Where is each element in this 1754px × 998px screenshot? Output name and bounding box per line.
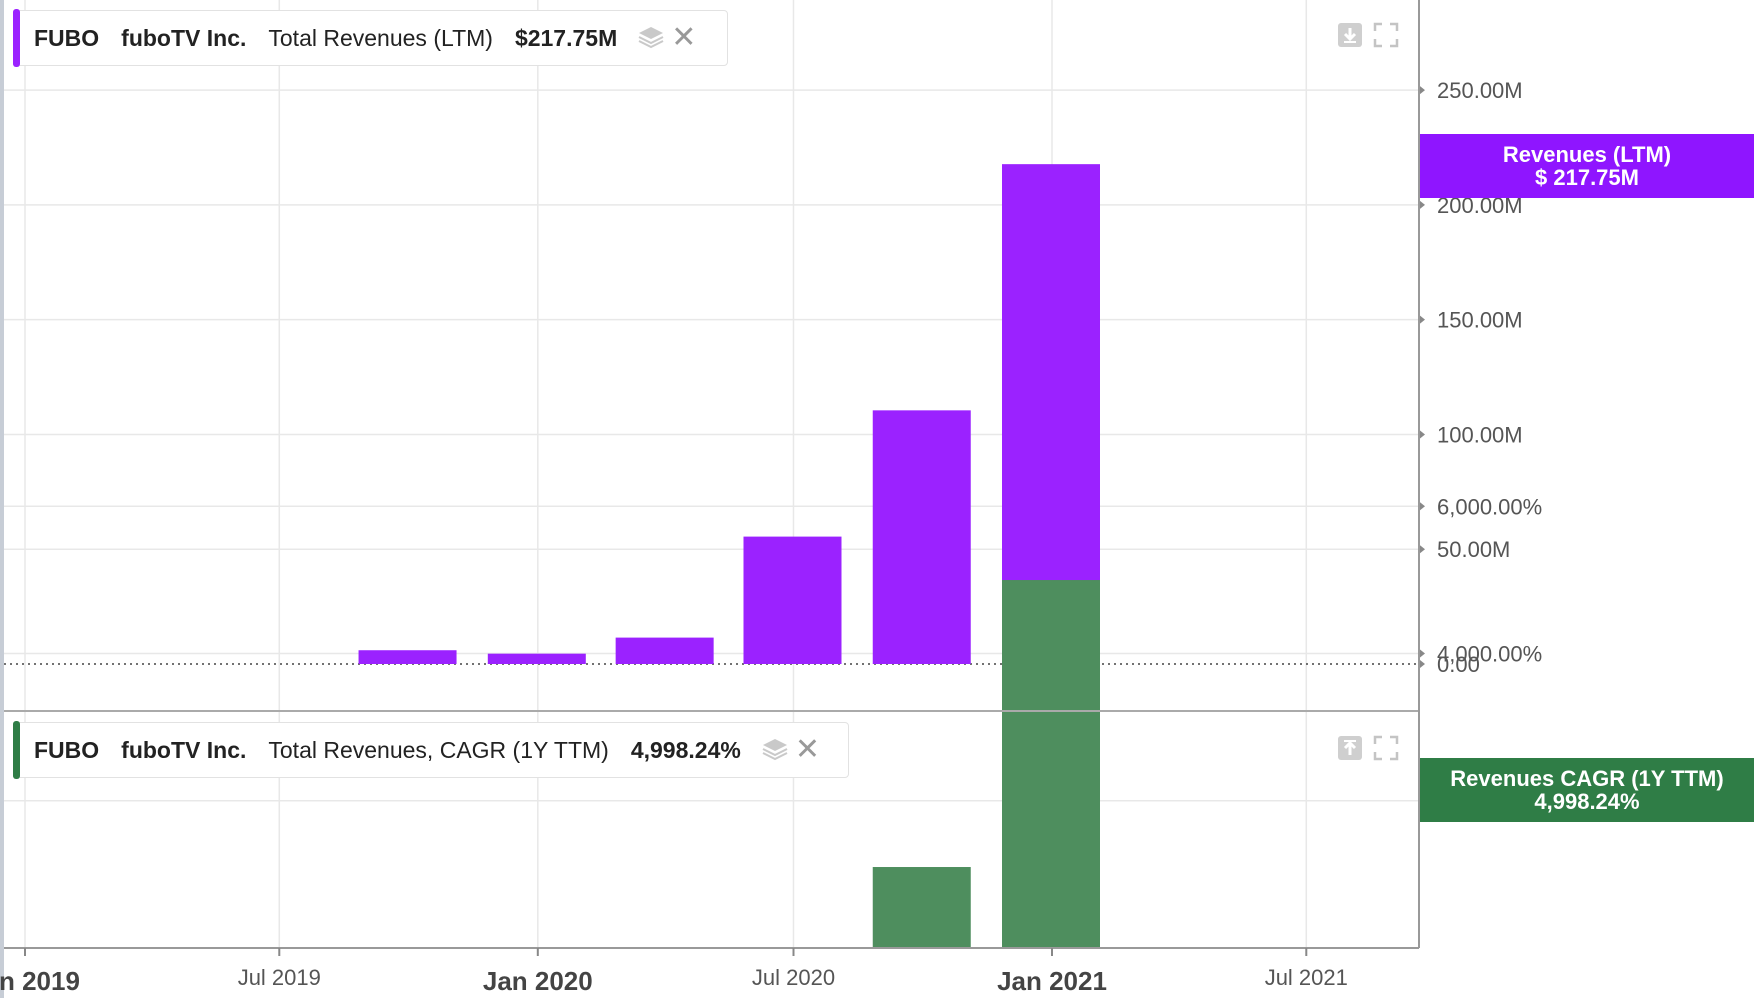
bar [872,410,971,664]
bars-layer [358,164,1100,948]
y-tick-label: 0.00 [1437,652,1480,677]
price-tag-label: Revenues (LTM) [1502,142,1672,167]
y-tick-mark [1420,545,1425,554]
y-tick-label: 100.00M [1437,422,1523,447]
x-tick-label: Jan 2021 [997,966,1107,996]
y-tick-mark [1420,660,1425,668]
bar [487,653,586,664]
y-tick-label: 150.00M [1437,308,1523,333]
legend-value: $217.75M [514,24,618,51]
price-tag-value: 4,998.24% [1534,789,1640,814]
close-icon[interactable]: ✕ [794,733,820,766]
x-tick-label: Jan 2019 [0,966,80,996]
layers-icon[interactable] [759,734,791,766]
y-tick-mark [1420,200,1425,209]
legend-revenue[interactable]: FUBO fuboTV Inc. Total Revenues (LTM) $2… [13,9,728,67]
layers-icon[interactable] [635,22,667,54]
x-tick-label: Jul 2021 [1265,965,1348,990]
bar [743,536,842,664]
close-icon[interactable]: ✕ [671,21,697,54]
x-tick-label: Jul 2020 [752,965,835,990]
axis-layer: 0.0050.00M100.00M150.00M200.00M250.00M2,… [0,0,1542,996]
y-tick-label: 4,000.00% [1437,642,1542,667]
bar [615,637,714,664]
grid-layer [4,0,1418,948]
download-icon[interactable] [1337,22,1363,48]
y-tick-label: 250.00M [1437,78,1523,103]
fullscreen-icon[interactable] [1373,22,1399,48]
x-tick-label: Jul 2019 [238,965,321,990]
legend-value: 4,998.24% [630,736,741,763]
price-tag-value: $ 217.75M [1535,165,1639,190]
legend-ticker: FUBO [34,736,100,763]
left-edge [0,0,4,998]
y-tick-mark [1420,86,1425,95]
y-tick-mark [1420,315,1425,324]
y-tick-label: 50.00M [1437,537,1510,562]
price-tag-revenue: Revenues (LTM) $ 217.75M [1420,134,1754,198]
fullscreen-icon[interactable] [1373,735,1399,761]
y-tick-mark [1420,502,1425,511]
y-tick-mark [1420,649,1425,658]
legend-metric: Total Revenues (LTM) [268,24,493,51]
legend-metric: Total Revenues, CAGR (1Y TTM) [268,736,609,763]
x-tick-label: Jan 2020 [483,966,593,996]
price-tag-label: Revenues CAGR (1Y TTM) [1450,766,1724,791]
y-tick-mark [1420,430,1425,439]
legend-cagr[interactable]: FUBO fuboTV Inc. Total Revenues, CAGR (1… [13,721,849,779]
legend-company: fuboTV Inc. [121,24,247,51]
legend-ticker: FUBO [34,24,100,51]
series-color-swatch [13,721,20,779]
price-tag-cagr: Revenues CAGR (1Y TTM) 4,998.24% [1420,758,1754,822]
bar [872,867,971,948]
y-tick-label: 6,000.00% [1437,494,1542,519]
bar [1002,580,1100,948]
move-up-icon[interactable] [1337,735,1363,761]
series-color-swatch [13,9,20,67]
legend-company: fuboTV Inc. [121,736,247,763]
bar [358,650,457,664]
